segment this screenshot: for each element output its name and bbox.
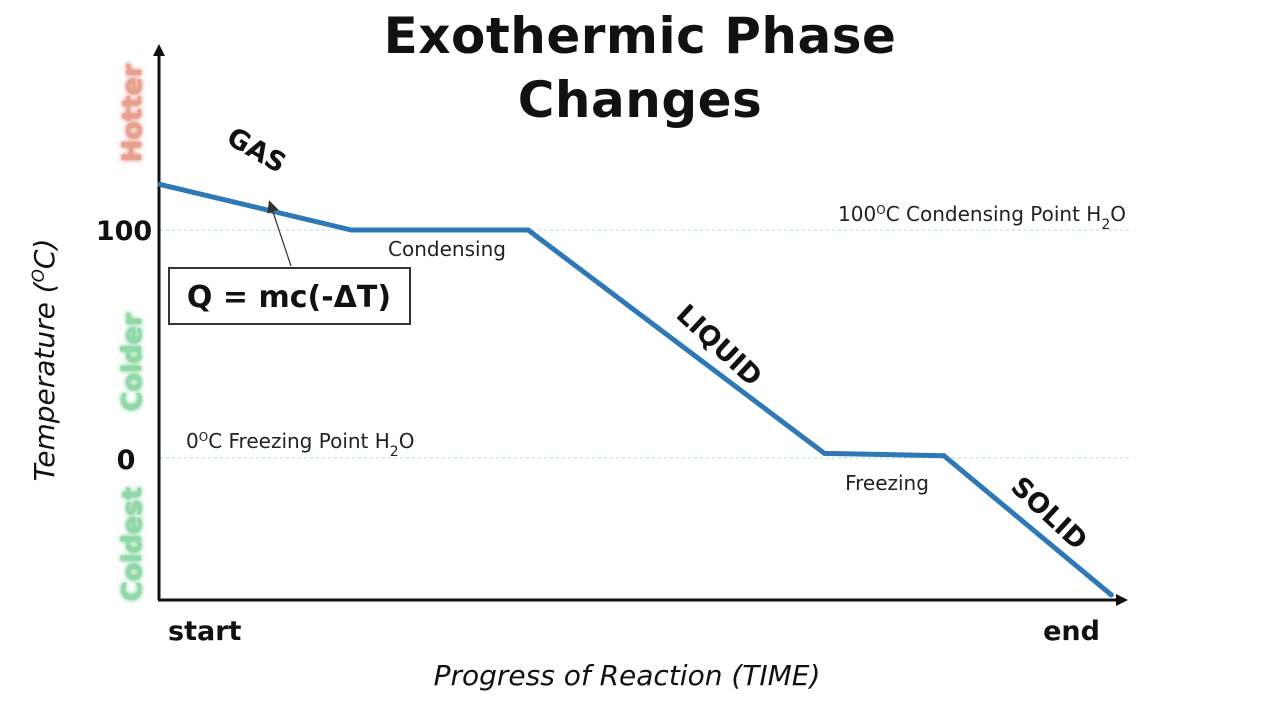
phase-label-gas: GAS <box>221 122 291 180</box>
series-line-0 <box>157 181 1114 598</box>
series-point-4 <box>941 453 947 459</box>
series-point-5 <box>1108 592 1114 598</box>
chart-title: Exothermic Phase Changes <box>300 4 980 132</box>
x-tick-end: end <box>1043 616 1100 647</box>
y-tick-0: 0 <box>117 445 136 476</box>
ref-label-100: 100OC Condensing Point H2O <box>838 202 1126 233</box>
series-point-1 <box>348 227 354 233</box>
y-axis-arrow <box>153 44 165 56</box>
equation-arrow <box>267 200 292 267</box>
transition-label-condensing: Condensing <box>388 237 506 261</box>
x-axis-arrow <box>1116 594 1128 606</box>
equation-box <box>168 267 411 325</box>
x-axis-label: Progress of Reaction (TIME) <box>434 659 821 692</box>
series-point-0 <box>157 181 163 187</box>
series-point-2 <box>525 227 531 233</box>
y-tick-100: 100 <box>96 216 152 247</box>
temp-word-hotter: Hotter <box>117 63 148 162</box>
title-line-1: Exothermic Phase <box>383 7 897 65</box>
temp-word-coldest: Coldest <box>117 487 148 601</box>
equation-text: Q = mc(-ΔT) <box>187 280 391 315</box>
x-tick-start: start <box>168 616 242 647</box>
transition-label-freezing: Freezing <box>845 471 929 495</box>
ref-label-0: 0OC Freezing Point H2O <box>186 429 414 460</box>
series-point-3 <box>821 450 827 456</box>
temp-word-colder: Colder <box>117 312 148 411</box>
y-axis-label: Temperature (OC) <box>28 239 61 482</box>
title-line-2: Changes <box>517 71 763 129</box>
